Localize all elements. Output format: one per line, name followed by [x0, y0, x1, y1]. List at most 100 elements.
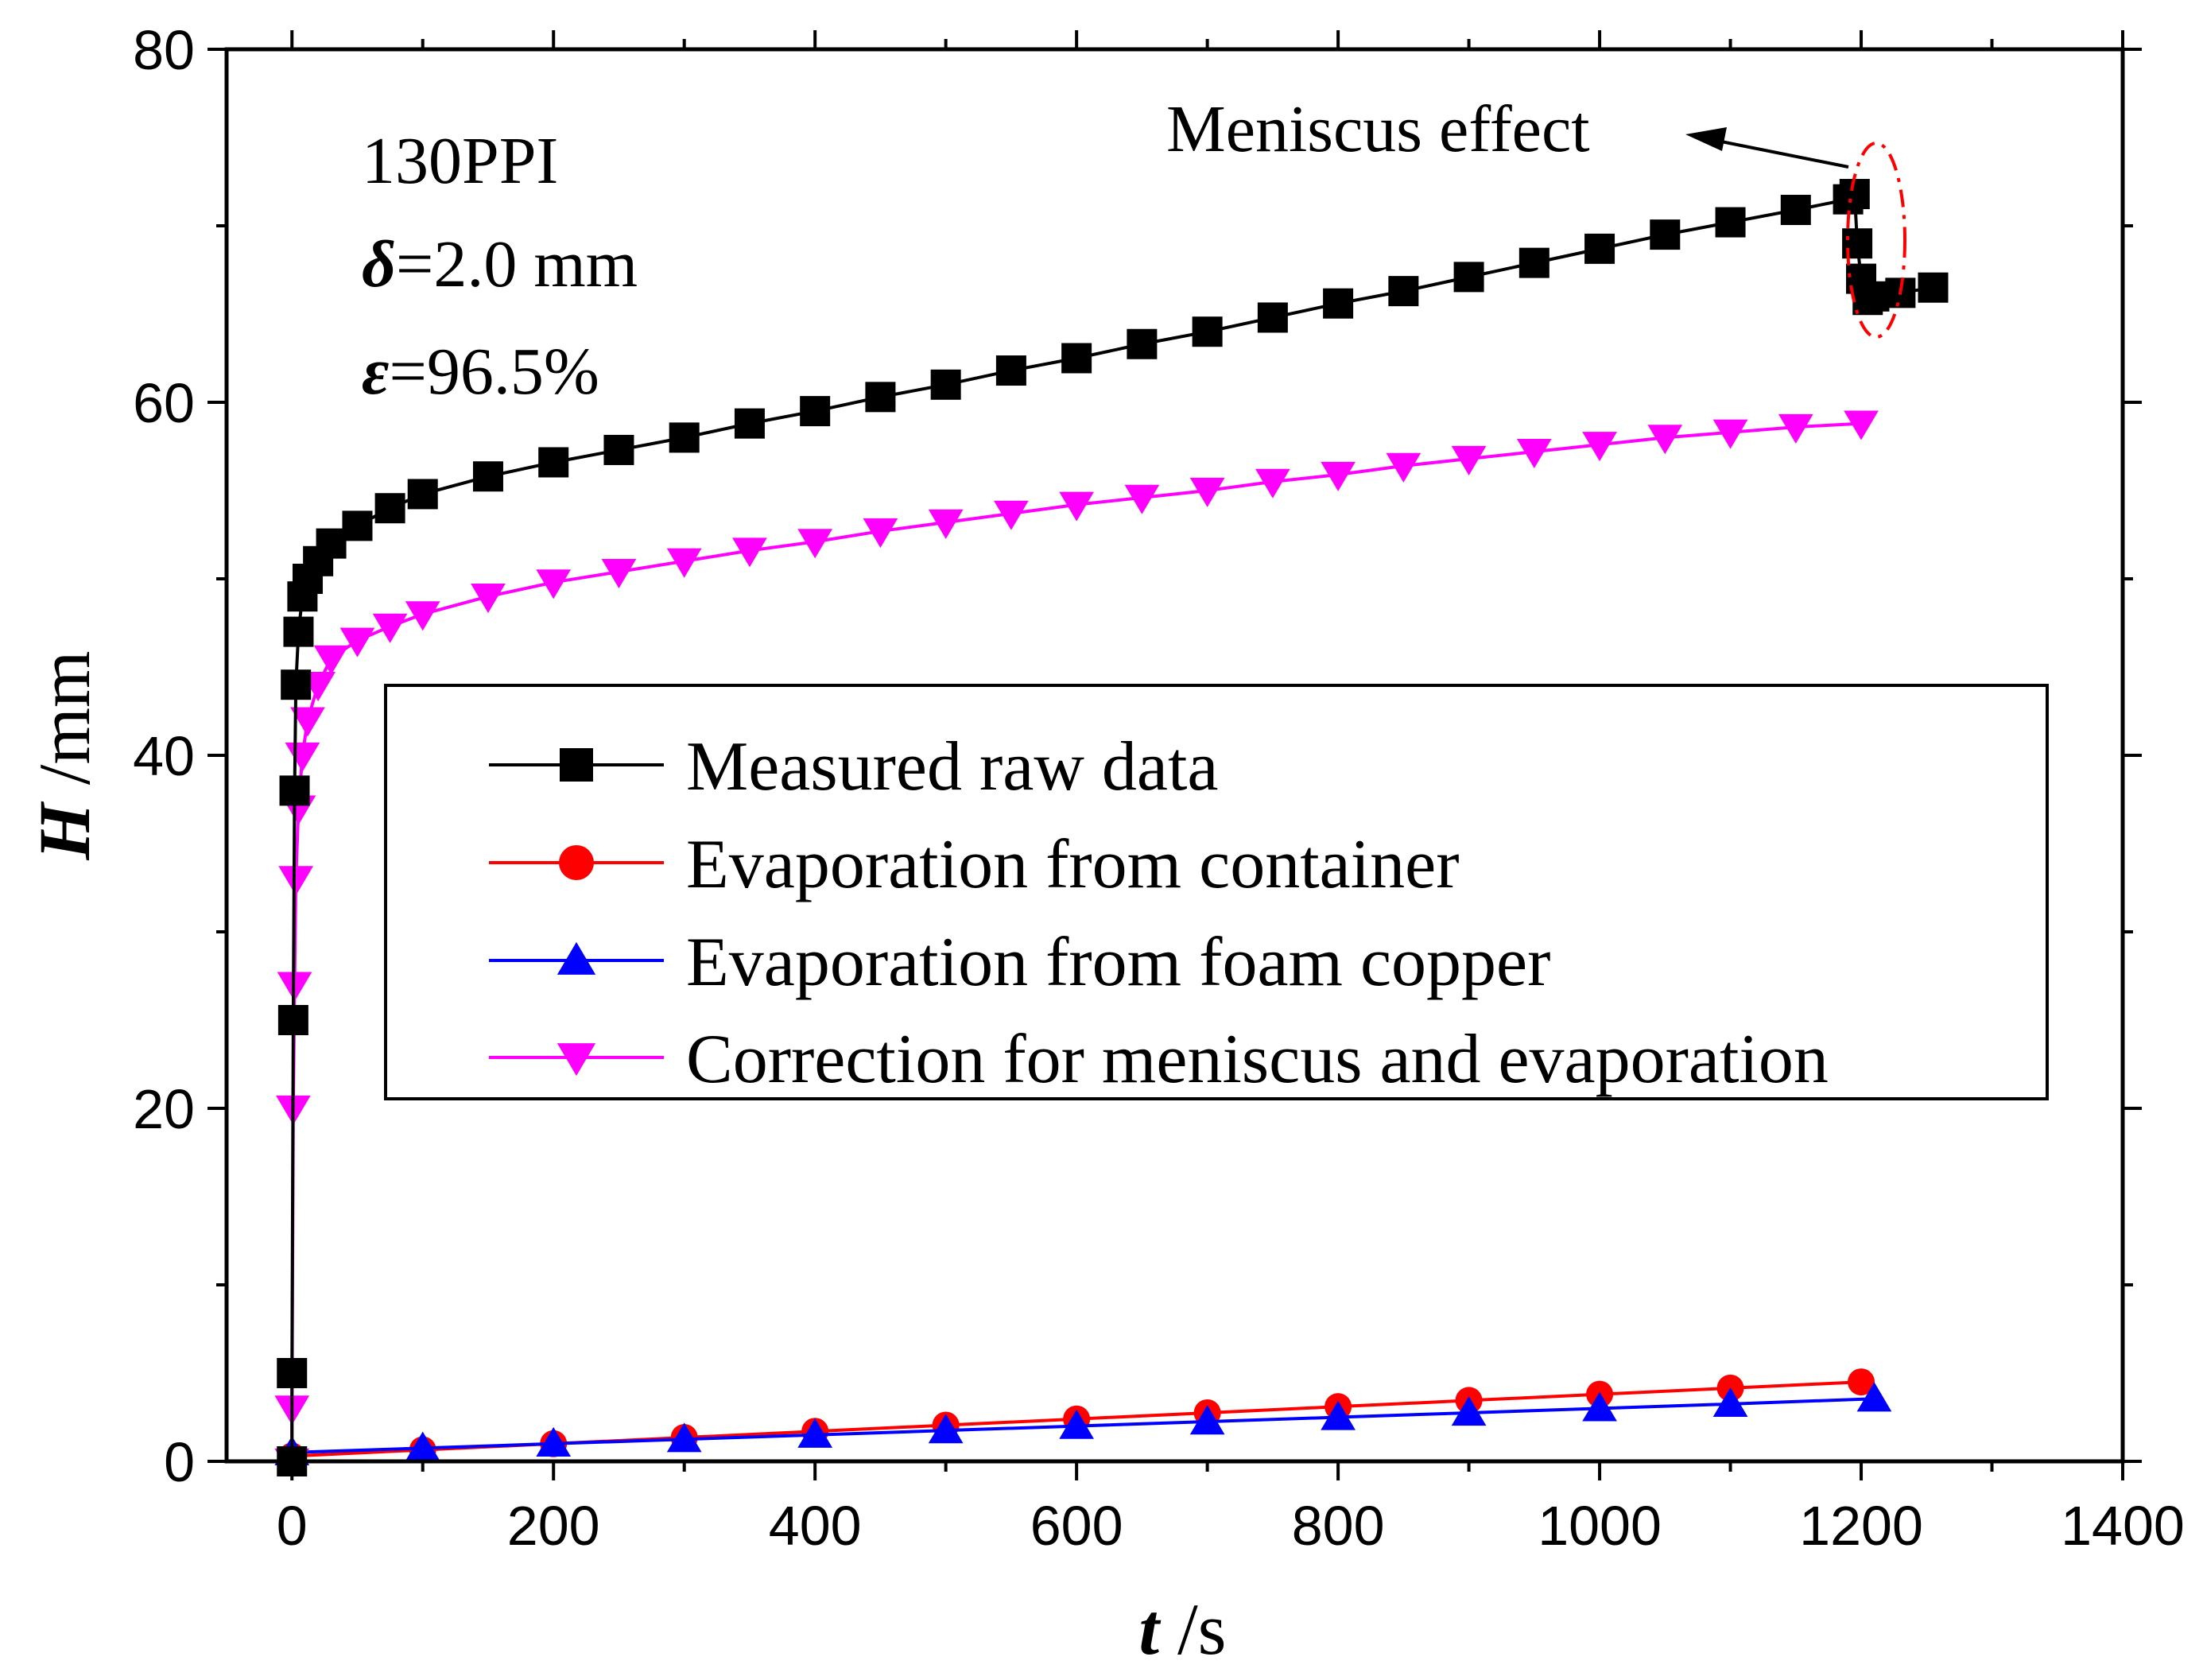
x-tick-label: 400 — [769, 1495, 862, 1557]
legend-label: Evaporation from container — [686, 826, 1460, 903]
data-point — [1582, 432, 1617, 462]
data-point — [603, 434, 634, 465]
data-point — [316, 528, 347, 559]
data-point — [1780, 195, 1811, 226]
data-point — [1518, 247, 1549, 278]
x-axis-unit: /s — [1159, 1589, 1226, 1670]
data-point — [1321, 461, 1356, 491]
x-axis-title: t /s — [1139, 1589, 1227, 1670]
delta-symbol: δ — [362, 227, 396, 301]
legend-items: Measured raw data Evaporation from contai… — [489, 728, 1829, 1098]
data-point — [1647, 425, 1683, 455]
data-point — [1918, 272, 1949, 303]
x-axis-variable: t — [1139, 1589, 1162, 1670]
data-point — [865, 382, 896, 413]
data-point — [800, 396, 831, 427]
data-point — [666, 1422, 702, 1453]
legend-entry: Measured raw data — [489, 728, 1218, 805]
data-point — [281, 669, 312, 700]
data-point — [536, 1426, 572, 1457]
data-point — [374, 493, 405, 524]
porosity-label: ε=96.5% — [362, 335, 599, 409]
meniscus-highlight-ellipse — [1846, 142, 1906, 339]
data-point — [797, 529, 833, 559]
data-point — [1715, 207, 1746, 238]
series-layer — [274, 179, 1949, 1478]
ticks-layer — [208, 30, 2142, 1480]
data-point — [1712, 419, 1748, 449]
y-tick-label: 40 — [133, 725, 195, 787]
data-point — [1061, 343, 1092, 374]
data-point — [277, 1005, 308, 1035]
meniscus-annotation: Meniscus effect — [1166, 92, 1590, 166]
data-point — [1192, 316, 1223, 347]
data-point — [1848, 1368, 1875, 1396]
x-tick-label: 1000 — [1538, 1495, 1662, 1557]
data-point — [1388, 276, 1419, 307]
data-point — [279, 775, 310, 806]
data-point — [283, 616, 314, 647]
data-point — [538, 447, 569, 478]
data-point — [372, 613, 408, 643]
data-point — [928, 1414, 964, 1444]
x-tick-label: 1200 — [1799, 1495, 1923, 1557]
legend-marker — [559, 845, 594, 880]
data-point — [342, 510, 373, 541]
data-point — [472, 461, 503, 492]
data-point — [669, 422, 700, 453]
data-point — [1059, 1409, 1094, 1439]
data-point — [666, 548, 702, 578]
y-axis-unit: /mm — [24, 650, 105, 803]
legend-marker — [557, 1043, 596, 1077]
data-point — [277, 1358, 308, 1388]
data-point — [278, 866, 314, 896]
data-point — [1844, 410, 1879, 440]
data-point — [928, 509, 964, 539]
thickness-label: δ=2.0 mm — [362, 227, 638, 301]
legend-label: Measured raw data — [686, 728, 1218, 805]
data-point — [1124, 484, 1160, 514]
data-point — [339, 627, 375, 658]
data-point — [405, 1431, 440, 1461]
data-point — [471, 584, 506, 614]
data-point — [1839, 179, 1870, 210]
data-point — [1712, 1387, 1748, 1417]
data-point — [732, 537, 767, 568]
data-point — [1059, 491, 1094, 522]
data-point — [797, 1418, 833, 1448]
data-point — [405, 601, 440, 631]
data-point — [1189, 477, 1225, 507]
legend-label: Evaporation from foam copper — [686, 924, 1550, 1001]
data-point — [1257, 302, 1288, 333]
y-axis-title: H /mm — [24, 650, 105, 860]
series-triangle-up — [274, 1382, 1892, 1466]
y-tick-label: 20 — [133, 1078, 195, 1140]
y-tick-label: 0 — [164, 1431, 195, 1493]
legend-marker — [560, 748, 593, 782]
thickness-value: =2.0 mm — [396, 227, 638, 301]
data-point — [536, 569, 572, 599]
data-point — [407, 479, 438, 510]
data-point — [930, 369, 961, 400]
labels-layer: 0 200 400 600 800 1000 1200 1400 0 20 40 60 80 — [133, 19, 2185, 1557]
data-point — [1582, 1391, 1617, 1422]
legend-entry: Evaporation from container — [489, 826, 1460, 903]
data-point — [290, 707, 325, 737]
series-square — [277, 179, 1949, 1476]
x-tick-label: 0 — [277, 1495, 308, 1557]
data-point — [1451, 1396, 1487, 1426]
legend-label: Correction for meniscus and evaporation — [686, 1021, 1829, 1098]
legend: Measured raw data Evaporation from contai… — [384, 684, 2049, 1100]
epsilon-symbol: ε — [362, 335, 389, 409]
y-axis-variable: H — [24, 801, 105, 861]
data-point — [1127, 328, 1158, 359]
data-point — [1584, 233, 1615, 264]
meniscus-arrowhead — [1685, 127, 1727, 151]
data-point — [1453, 262, 1484, 293]
data-point — [1386, 452, 1421, 483]
data-point — [1859, 281, 1890, 312]
x-tick-label: 1400 — [2061, 1495, 2185, 1557]
legend-entry: Evaporation from foam copper — [489, 924, 1550, 1001]
data-point — [1778, 413, 1813, 444]
data-point — [1189, 1405, 1225, 1435]
